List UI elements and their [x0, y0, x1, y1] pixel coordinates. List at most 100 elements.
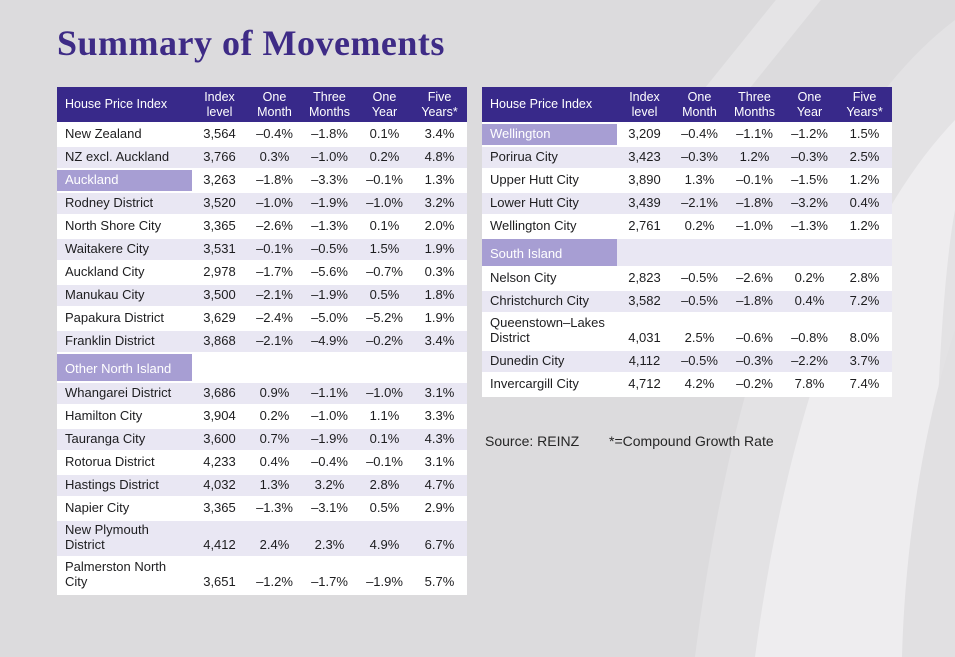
table-row: Auckland City 2,978 –1.7% –5.6% –0.7% 0.3%: [57, 261, 467, 285]
value-cell: –0.3%: [727, 350, 782, 374]
value-cell: 1.9%: [412, 238, 467, 262]
value-cell: 0.5%: [357, 497, 412, 521]
value-cell: 4.8%: [412, 146, 467, 170]
value-cell: –1.2%: [247, 557, 302, 595]
value-cell: 3.1%: [412, 382, 467, 406]
value-cell: –1.9%: [302, 284, 357, 308]
col-header: Index level: [192, 87, 247, 124]
footer-note: Source: REINZ *=Compound Growth Rate: [485, 433, 774, 449]
table-row: Franklin District 3,868 –2.1% –4.9% –0.2% 3.4…: [57, 330, 467, 354]
value-cell: [837, 238, 892, 268]
value-cell: 1.3%: [412, 169, 467, 193]
value-cell: –0.1%: [357, 169, 412, 193]
table-row: Hastings District 4,032 1.3% 3.2% 2.8% 4.7%: [57, 474, 467, 498]
table-row: Rotorua District 4,233 0.4% –0.4% –0.1% 3.1%: [57, 451, 467, 475]
value-cell: 3,500: [192, 284, 247, 308]
value-cell: 4,112: [617, 350, 672, 374]
col-header: Five Years*: [837, 87, 892, 124]
value-cell: 2.3%: [302, 520, 357, 558]
value-cell: 1.3%: [247, 474, 302, 498]
value-cell: –1.9%: [357, 557, 412, 595]
col-header: One Month: [672, 87, 727, 124]
value-cell: 3,209: [617, 123, 672, 147]
value-cell: 0.3%: [412, 261, 467, 285]
value-cell: –2.1%: [672, 192, 727, 216]
value-cell: –0.5%: [672, 290, 727, 314]
value-cell: 1.5%: [357, 238, 412, 262]
value-cell: 4,712: [617, 373, 672, 397]
value-cell: [302, 353, 357, 383]
table-row: Papakura District 3,629 –2.4% –5.0% –5.2% 1.9…: [57, 307, 467, 331]
value-cell: 2.0%: [412, 215, 467, 239]
value-cell: 0.1%: [357, 215, 412, 239]
table-row: NZ excl. Auckland 3,766 0.3% –1.0% 0.2% 4.8%: [57, 146, 467, 170]
value-cell: 4,233: [192, 451, 247, 475]
region-name: Porirua City: [482, 146, 617, 170]
region-name: New Plymouth District: [57, 520, 192, 558]
value-cell: –1.9%: [302, 428, 357, 452]
value-cell: 3,651: [192, 557, 247, 595]
value-cell: 4,031: [617, 313, 672, 351]
region-name: Palmerston North City: [57, 557, 192, 595]
table-row: Nelson City 2,823 –0.5% –2.6% 0.2% 2.8%: [482, 267, 892, 291]
value-cell: 1.2%: [837, 215, 892, 239]
value-cell: 5.7%: [412, 557, 467, 595]
value-cell: 2.9%: [412, 497, 467, 521]
table-row: New Plymouth District 4,412 2.4% 2.3% 4.9% 6.…: [57, 520, 467, 558]
col-header: One Year: [782, 87, 837, 124]
table-row: New Zealand 3,564 –0.4% –1.8% 0.1% 3.4%: [57, 123, 467, 147]
table-row: Auckland 3,263 –1.8% –3.3% –0.1% 1.3%: [57, 169, 467, 193]
col-header: One Year: [357, 87, 412, 124]
table-row: North Shore City 3,365 –2.6% –1.3% 0.1% 2.0%: [57, 215, 467, 239]
region-name: Auckland: [57, 169, 192, 193]
value-cell: –4.9%: [302, 330, 357, 354]
value-cell: 1.5%: [837, 123, 892, 147]
value-cell: [782, 238, 837, 268]
value-cell: [672, 238, 727, 268]
value-cell: –1.2%: [782, 123, 837, 147]
value-cell: 3.2%: [302, 474, 357, 498]
table-row: Whangarei District 3,686 0.9% –1.1% –1.0% 3.1…: [57, 382, 467, 406]
value-cell: 8.0%: [837, 313, 892, 351]
value-cell: –2.1%: [247, 284, 302, 308]
table-row: Rodney District 3,520 –1.0% –1.9% –1.0% 3.2%: [57, 192, 467, 216]
value-cell: –1.7%: [302, 557, 357, 595]
value-cell: 3,629: [192, 307, 247, 331]
value-cell: 3,582: [617, 290, 672, 314]
value-cell: –0.6%: [727, 313, 782, 351]
value-cell: 3,365: [192, 215, 247, 239]
value-cell: 4.2%: [672, 373, 727, 397]
value-cell: 0.2%: [672, 215, 727, 239]
region-name: Papakura District: [57, 307, 192, 331]
value-cell: –2.1%: [247, 330, 302, 354]
table-row: Napier City 3,365 –1.3% –3.1% 0.5% 2.9%: [57, 497, 467, 521]
section-header-row: South Island: [482, 238, 892, 268]
region-name: Rotorua District: [57, 451, 192, 475]
value-cell: –0.1%: [727, 169, 782, 193]
value-cell: –0.4%: [302, 451, 357, 475]
value-cell: 3.1%: [412, 451, 467, 475]
region-name: Wellington City: [482, 215, 617, 239]
col-header: Index level: [617, 87, 672, 124]
value-cell: 4.7%: [412, 474, 467, 498]
table-row: Hamilton City 3,904 0.2% –1.0% 1.1% 3.3%: [57, 405, 467, 429]
value-cell: [247, 353, 302, 383]
value-cell: 1.8%: [412, 284, 467, 308]
region-name: Wellington: [482, 123, 617, 147]
value-cell: –3.2%: [782, 192, 837, 216]
region-name: Napier City: [57, 497, 192, 521]
table-header-row: House Price Index Index level One Month Thr…: [482, 87, 892, 124]
value-cell: –1.0%: [357, 192, 412, 216]
region-name: Hamilton City: [57, 405, 192, 429]
value-cell: –1.0%: [302, 146, 357, 170]
value-cell: –5.6%: [302, 261, 357, 285]
table-row: Porirua City 3,423 –0.3% 1.2% –0.3% 2.5%: [482, 146, 892, 170]
table-row: Waitakere City 3,531 –0.1% –0.5% 1.5% 1.9%: [57, 238, 467, 262]
value-cell: –3.1%: [302, 497, 357, 521]
value-cell: –0.2%: [357, 330, 412, 354]
compound-growth-footnote: *=Compound Growth Rate: [609, 433, 774, 449]
value-cell: –2.4%: [247, 307, 302, 331]
region-name: NZ excl. Auckland: [57, 146, 192, 170]
value-cell: [617, 238, 672, 268]
region-name: Franklin District: [57, 330, 192, 354]
